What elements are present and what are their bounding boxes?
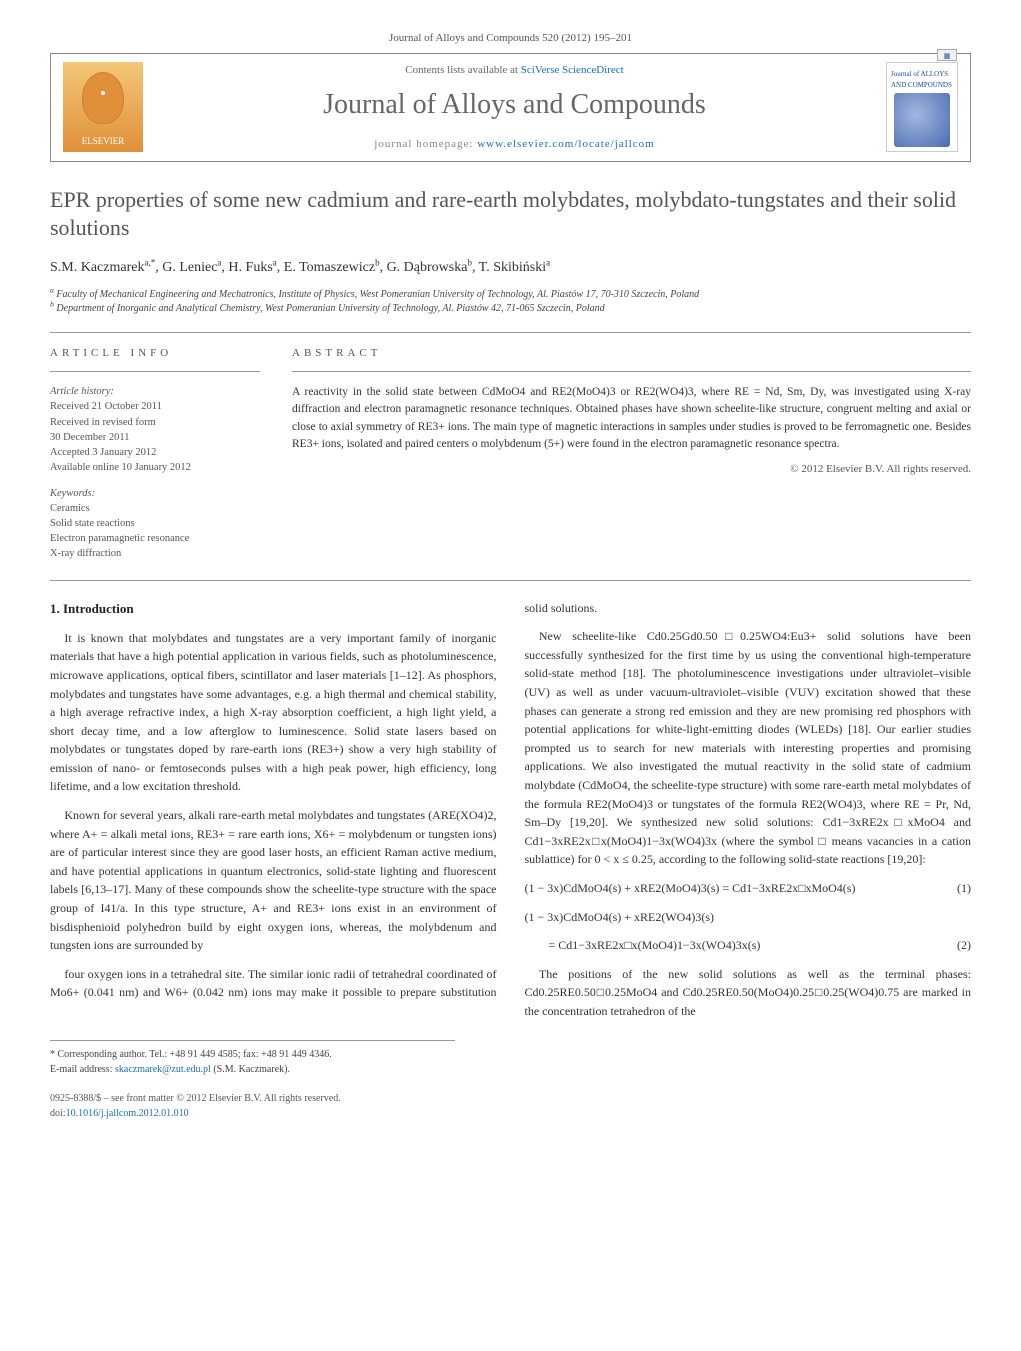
section-heading-1: 1. Introduction: [50, 599, 497, 619]
history-line: Available online 10 January 2012: [50, 460, 260, 475]
equation-2b: = Cd1−3xRE2x□x(MoO4)1−3x(WO4)3x(s) (2): [525, 936, 972, 955]
doi-link[interactable]: 10.1016/j.jallcom.2012.01.010: [66, 1108, 189, 1119]
equation-2-number: (2): [957, 936, 971, 955]
email-attrib: (S.M. Kaczmarek).: [211, 1064, 290, 1075]
equation-1-number: (1): [957, 879, 971, 898]
history-line: Received in revised form: [50, 415, 260, 430]
contents-line: Contents lists available at SciVerse Sci…: [143, 62, 886, 79]
email-link[interactable]: skaczmarek@zut.edu.pl: [115, 1064, 211, 1075]
cover-image: [894, 93, 950, 147]
separator-rule-2: [50, 580, 971, 581]
abstract-text: A reactivity in the solid state between …: [292, 384, 971, 453]
abstract-heading: ABSTRACT: [292, 345, 971, 362]
doi-label: doi:: [50, 1108, 66, 1119]
abstract-copyright: © 2012 Elsevier B.V. All rights reserved…: [292, 461, 971, 478]
keyword: Solid state reactions: [50, 516, 260, 531]
equation-1: (1 − 3x)CdMoO4(s) + xRE2(MoO4)3(s) = Cd1…: [525, 879, 972, 898]
article-title: EPR properties of some new cadmium and r…: [50, 186, 971, 243]
body-columns: 1. Introduction It is known that molybda…: [50, 599, 971, 1021]
equation-2b-text: = Cd1−3xRE2x□x(MoO4)1−3x(WO4)3x(s): [549, 938, 761, 952]
separator-rule: [50, 332, 971, 333]
history-label: Article history:: [50, 384, 260, 399]
footnote-block: * Corresponding author. Tel.: +48 91 449…: [50, 1040, 455, 1077]
affiliation-a-text: Faculty of Mechanical Engineering and Me…: [56, 289, 699, 300]
affiliation-a: a Faculty of Mechanical Engineering and …: [50, 288, 971, 302]
publisher-name: ELSEVIER: [82, 135, 125, 149]
journal-cover: ▦ Journal of ALLOYS AND COMPOUNDS: [886, 62, 958, 152]
affiliations: a Faculty of Mechanical Engineering and …: [50, 288, 971, 316]
history-line: Received 21 October 2011: [50, 399, 260, 414]
article-info-column: ARTICLE INFO Article history: Received 2…: [50, 345, 260, 562]
author-list: S.M. Kaczmareka,*, G. Lenieca, H. Fuksa,…: [50, 257, 971, 278]
keyword: X-ray diffraction: [50, 546, 260, 561]
history-block: Article history: Received 21 October 201…: [50, 384, 260, 475]
cover-title: Journal of ALLOYS AND COMPOUNDS: [891, 69, 953, 90]
info-abstract-row: ARTICLE INFO Article history: Received 2…: [50, 345, 971, 562]
homepage-prefix: journal homepage:: [374, 138, 477, 150]
front-matter-line: 0925-8388/$ – see front matter © 2012 El…: [50, 1091, 971, 1106]
contents-link[interactable]: SciVerse ScienceDirect: [521, 64, 624, 76]
keyword: Electron paramagnetic resonance: [50, 531, 260, 546]
bottom-meta: 0925-8388/$ – see front matter © 2012 El…: [50, 1091, 971, 1121]
journal-name: Journal of Alloys and Compounds: [143, 84, 886, 126]
keyword: Ceramics: [50, 501, 260, 516]
homepage-link[interactable]: www.elsevier.com/locate/jallcom: [477, 138, 655, 150]
homepage-line: journal homepage: www.elsevier.com/locat…: [143, 136, 886, 153]
affiliation-b-text: Department of Inorganic and Analytical C…: [56, 303, 604, 314]
body-para: Known for several years, alkali rare-ear…: [50, 806, 497, 955]
doi-line: doi:10.1016/j.jallcom.2012.01.010: [50, 1106, 971, 1121]
email-line: E-mail address: skaczmarek@zut.edu.pl (S…: [50, 1062, 455, 1077]
abstract-rule: [292, 371, 971, 372]
body-para: New scheelite-like Cd0.25Gd0.50□0.25WO4:…: [525, 627, 972, 869]
affiliation-b: b Department of Inorganic and Analytical…: [50, 302, 971, 316]
publisher-logo: ELSEVIER: [63, 62, 143, 152]
equation-1-text: (1 − 3x)CdMoO4(s) + xRE2(MoO4)3(s) = Cd1…: [525, 881, 856, 895]
info-rule: [50, 371, 260, 372]
corresponding-author: * Corresponding author. Tel.: +48 91 449…: [50, 1047, 455, 1062]
header-center: Contents lists available at SciVerse Sci…: [143, 62, 886, 153]
body-para: It is known that molybdates and tungstat…: [50, 629, 497, 796]
abstract-column: ABSTRACT A reactivity in the solid state…: [292, 345, 971, 562]
history-line: 30 December 2011: [50, 430, 260, 445]
history-line: Accepted 3 January 2012: [50, 445, 260, 460]
equation-2a: (1 − 3x)CdMoO4(s) + xRE2(WO4)3(s): [525, 908, 972, 927]
contents-prefix: Contents lists available at: [405, 64, 520, 76]
header-box: ELSEVIER Contents lists available at Sci…: [50, 53, 971, 162]
article-info-heading: ARTICLE INFO: [50, 345, 260, 362]
cover-badge-icon: ▦: [937, 49, 957, 61]
body-para: The positions of the new solid solutions…: [525, 965, 972, 1021]
keywords-label: Keywords:: [50, 486, 260, 501]
citation-line: Journal of Alloys and Compounds 520 (201…: [50, 30, 971, 47]
email-label: E-mail address:: [50, 1064, 115, 1075]
keywords-block: Keywords: Ceramics Solid state reactions…: [50, 486, 260, 562]
